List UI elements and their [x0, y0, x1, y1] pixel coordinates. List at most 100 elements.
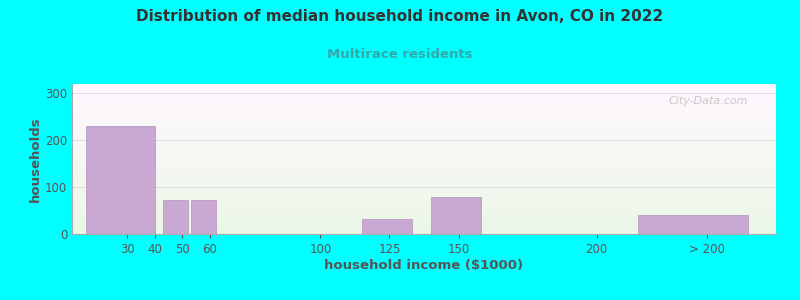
Bar	[72, 123, 776, 124]
Text: City-Data.com: City-Data.com	[668, 96, 748, 106]
Bar	[72, 97, 776, 98]
Bar	[72, 133, 776, 134]
Bar	[72, 113, 776, 114]
Bar	[72, 119, 776, 120]
Bar	[72, 223, 776, 224]
Bar	[72, 140, 776, 142]
Bar	[72, 142, 776, 143]
Bar	[72, 136, 776, 138]
Bar	[72, 195, 776, 196]
Bar	[72, 170, 776, 172]
Bar	[72, 205, 776, 206]
Bar	[72, 219, 776, 220]
Bar	[72, 191, 776, 193]
Bar	[72, 109, 776, 110]
Bar	[72, 165, 776, 166]
Bar	[72, 131, 776, 133]
Bar	[72, 143, 776, 144]
Bar	[72, 138, 776, 139]
Bar	[72, 86, 776, 88]
Bar	[72, 144, 776, 145]
Bar	[72, 230, 776, 232]
Bar	[72, 233, 776, 234]
Bar	[72, 99, 776, 100]
Bar	[72, 174, 776, 175]
Bar	[72, 93, 776, 94]
Bar	[72, 206, 776, 208]
Bar	[72, 104, 776, 105]
Bar	[72, 167, 776, 168]
Bar	[72, 146, 776, 148]
Bar	[638, 215, 748, 234]
Bar	[72, 163, 776, 164]
Bar	[72, 157, 776, 158]
Bar	[72, 148, 776, 149]
Bar	[72, 218, 776, 219]
Bar	[72, 120, 776, 122]
Bar	[72, 124, 776, 125]
Bar	[72, 116, 776, 118]
Bar	[72, 103, 776, 104]
Bar	[72, 115, 776, 116]
Text: Multirace residents: Multirace residents	[327, 48, 473, 61]
Bar	[72, 90, 776, 92]
Bar	[72, 213, 776, 214]
Bar	[72, 175, 776, 176]
Bar	[72, 176, 776, 178]
Bar	[72, 88, 776, 89]
Bar	[72, 85, 776, 86]
Bar	[72, 178, 776, 179]
Bar	[72, 112, 776, 113]
Bar	[72, 220, 776, 221]
Bar	[72, 188, 776, 189]
Bar	[72, 155, 776, 157]
Bar	[72, 108, 776, 109]
Bar	[72, 173, 776, 174]
Bar	[72, 179, 776, 180]
Bar	[72, 95, 776, 97]
Bar	[72, 190, 776, 191]
Bar	[72, 125, 776, 127]
Bar	[72, 228, 776, 229]
Bar	[72, 172, 776, 173]
Bar	[72, 149, 776, 150]
Bar	[72, 92, 776, 93]
Bar	[72, 193, 776, 194]
Bar	[72, 226, 776, 228]
Bar	[72, 159, 776, 160]
Bar	[72, 198, 776, 199]
Bar	[72, 106, 776, 108]
Bar	[72, 196, 776, 198]
Bar	[72, 203, 776, 204]
Bar	[72, 154, 776, 155]
Bar	[72, 100, 776, 101]
Bar	[86, 126, 155, 234]
Bar	[72, 98, 776, 99]
Bar	[72, 187, 776, 188]
Bar	[72, 225, 776, 226]
Bar	[72, 212, 776, 213]
Bar	[163, 200, 188, 234]
Bar	[72, 164, 776, 165]
Bar	[72, 189, 776, 190]
Bar	[72, 105, 776, 106]
Bar	[72, 134, 776, 135]
Bar	[72, 209, 776, 210]
Text: Distribution of median household income in Avon, CO in 2022: Distribution of median household income …	[136, 9, 664, 24]
Bar	[431, 197, 481, 234]
Bar	[72, 224, 776, 225]
Bar	[72, 208, 776, 209]
Bar	[72, 129, 776, 130]
Bar	[72, 153, 776, 154]
Bar	[72, 150, 776, 152]
Bar	[72, 128, 776, 129]
Bar	[72, 84, 776, 85]
Bar	[72, 114, 776, 115]
Bar	[72, 214, 776, 215]
Bar	[72, 215, 776, 217]
Bar	[72, 89, 776, 90]
Bar	[72, 160, 776, 161]
Bar	[72, 127, 776, 128]
Bar	[72, 130, 776, 131]
Bar	[72, 199, 776, 200]
